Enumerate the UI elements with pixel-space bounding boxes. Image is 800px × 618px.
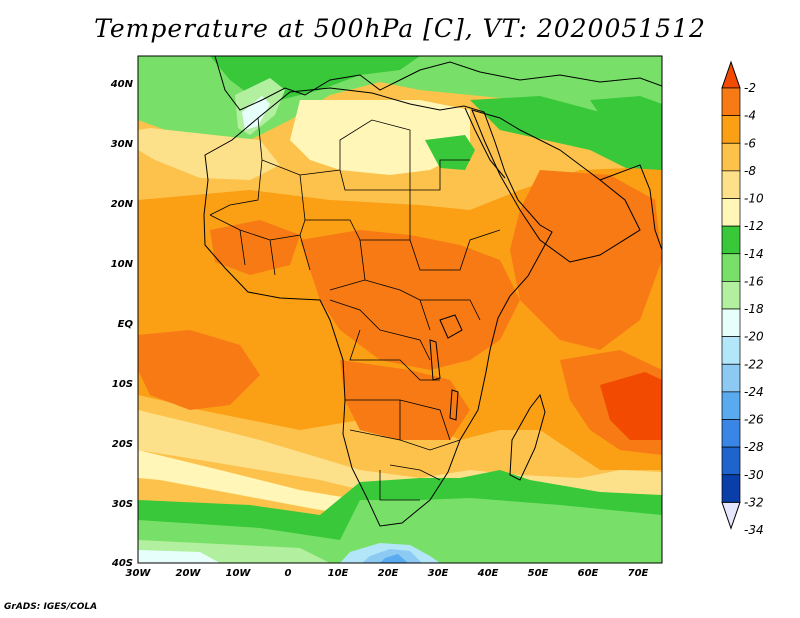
colorbar-swatch [721,87,741,116]
colorbar-label: -22 [744,357,764,371]
lon-label: 60E [578,568,599,579]
colorbar-label: -14 [744,247,764,261]
lake-tanganyika [429,339,441,381]
lat-label: EQ [118,319,134,330]
colorbar-swatch [721,170,741,199]
colorbar-label: -4 [744,109,756,123]
colorbar-label: -2 [744,81,756,95]
lon-label: 30E [428,568,449,579]
lon-label: 40E [477,568,499,579]
colorbar-swatch [721,142,741,172]
field-east-light [580,56,662,110]
colorbar-swatch [721,115,741,144]
colorbar-swatch [721,281,741,310]
field-iberia-colder [242,96,270,130]
lake-malawi [449,389,459,421]
colorbar-swatch [721,308,741,337]
border-lines-north [209,117,470,241]
colorbar-swatch [721,253,741,282]
colorbar-label: -18 [744,302,764,316]
colorbar: -2 -4 -6 -8 -10 -12 -14 -16 -18 -20 -22 -24 -26 -28 -3… [721,60,764,537]
lon-label: 20W [176,568,202,579]
field-egypt-green [425,135,475,170]
lon-label: 70E [628,568,649,579]
border-lines-central [329,279,481,381]
field-indian-hot [600,372,662,440]
colorbar-top-arrow [721,60,741,89]
madagascar-coastline [509,393,546,481]
colorbar-swatch [721,419,741,448]
lon-label: 20E [378,568,399,579]
arabia-coastline [471,109,641,263]
map-plot-area [138,56,662,563]
colorbar-label: -8 [744,164,756,178]
map-frame [137,55,663,564]
colorbar-label: -34 [744,523,764,537]
lon-label: 10W [226,568,252,579]
colorbar-swatch [721,363,741,393]
colorbar-swatch [721,336,741,365]
field-westafrica-warm [210,220,300,275]
lon-label: 10E [328,568,349,579]
colorbar-swatch [721,198,741,227]
field-atlantic-red [138,330,260,410]
lake-victoria [439,314,463,339]
colorbar-label: -30 [744,468,764,482]
lon-label: 0 [285,568,292,579]
credit-text: GrADS: IGES/COLA [4,602,98,612]
lat-label: 10S [112,379,133,390]
lat-label: 20N [111,199,134,210]
colorbar-label: -6 [744,136,756,150]
lat-label: 20S [112,439,133,450]
field-south-mint [138,550,220,563]
lon-label: 30W [126,568,152,579]
field-west-pale [138,128,280,180]
colorbar-label: -16 [744,274,764,288]
field-iran-dark [590,96,662,160]
colorbar-label: -26 [744,413,764,427]
lon-axis-labels: 30W 20W 10W 0 10E 20E 30E 40E 50E 60E 70… [126,568,649,579]
colorbar-swatch [721,225,741,255]
colorbar-swatch [721,474,741,503]
lat-label: 40S [111,558,133,569]
lat-label: 40N [110,79,134,90]
coastlines [203,56,662,527]
colorbar-label: -20 [744,330,764,344]
lat-label: 30N [111,139,134,150]
colorbar-label: -12 [744,219,764,233]
border-lines-south [345,399,461,501]
lat-label: 10N [111,259,134,270]
colorbar-label: -28 [744,440,764,454]
lat-label: 30S [112,499,133,510]
colorbar-label: -32 [744,495,764,509]
colorbar-swatch [721,391,741,420]
red-sea [464,107,506,179]
colorbar-label: -24 [744,385,764,399]
lon-label: 50E [528,568,549,579]
country-borders [209,117,501,501]
field-sahara-pale [290,100,470,175]
lat-axis-labels: 40N 30N 20N 10N EQ 10S 20S 30S 40S [110,79,134,569]
field-south-deep-blue [380,554,408,563]
field-central-red [300,230,520,370]
field-arabia-red [510,170,662,350]
border-lines-west [209,214,501,291]
colorbar-bottom-arrow [721,501,741,530]
map-title: Temperature at 500hPa [C], VT: 202005151… [94,14,706,43]
colorbar-label: -10 [744,192,764,206]
india-coastline [599,164,662,251]
colorbar-swatch [721,446,741,476]
africa-coastline [203,87,553,527]
europe-coastline [214,56,662,111]
